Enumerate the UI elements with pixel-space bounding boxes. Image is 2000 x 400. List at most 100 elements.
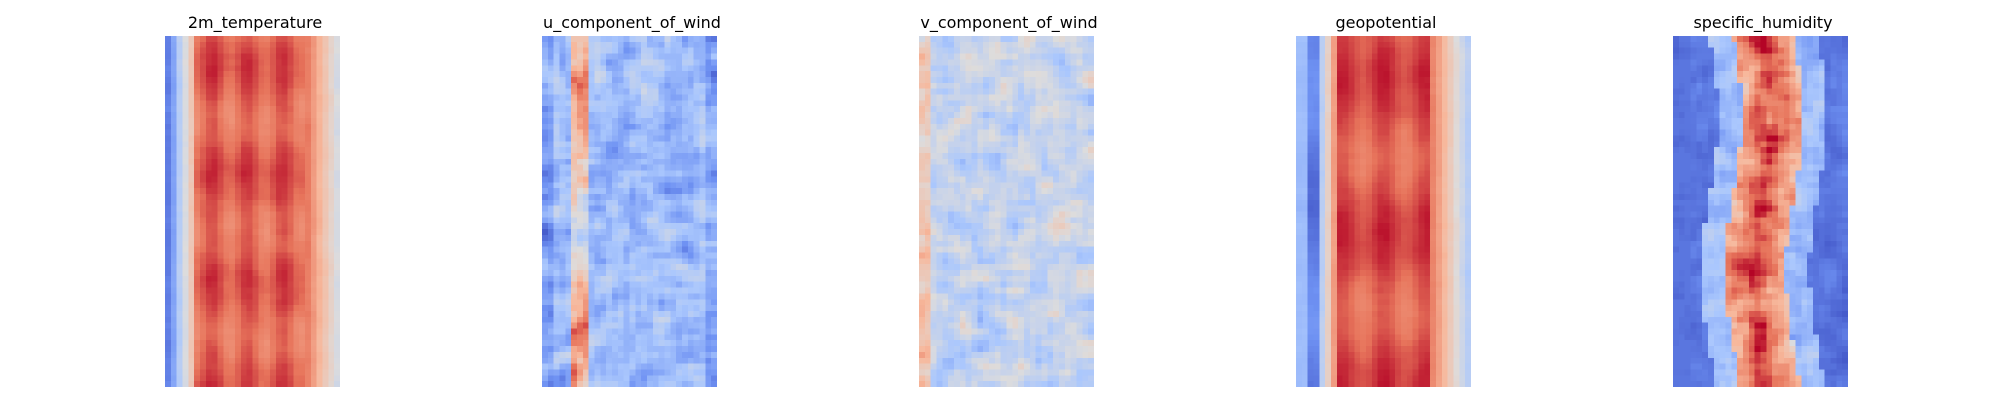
heatmap-cell: [652, 59, 659, 66]
heatmap-cell: [942, 164, 949, 171]
heatmap-cell: [252, 94, 259, 101]
heatmap-cell: [623, 47, 630, 54]
heatmap-cell: [1024, 170, 1030, 177]
heatmap-cell: [217, 94, 224, 101]
heatmap-cell: [188, 182, 195, 189]
heatmap-cell: [994, 141, 1001, 148]
heatmap-cell: [1082, 281, 1089, 288]
heatmap-cell: [188, 47, 195, 54]
heatmap-cell: [942, 100, 949, 107]
heatmap-cell: [200, 287, 206, 294]
heatmap-cell: [565, 71, 572, 78]
heatmap-cell: [629, 153, 636, 159]
heatmap-cell: [705, 287, 712, 294]
heatmap-cell: [1024, 234, 1030, 241]
heatmap-cell: [942, 270, 949, 276]
heatmap-cell: [652, 41, 659, 48]
heatmap-cell: [1029, 240, 1036, 247]
heatmap-cell: [194, 41, 201, 48]
heatmap-cell: [1064, 182, 1071, 189]
heatmap-cell: [229, 117, 236, 124]
heatmap-cell: [281, 158, 288, 165]
heatmap-cell: [1018, 158, 1025, 165]
heatmap-cell: [275, 357, 282, 364]
heatmap-cell: [676, 205, 683, 212]
heatmap-cell: [165, 117, 171, 124]
heatmap-cell: [188, 106, 195, 113]
heatmap-cell: [240, 199, 247, 206]
heatmap-cell: [299, 270, 306, 276]
heatmap-cell: [252, 287, 259, 294]
heatmap-cell: [252, 36, 259, 42]
heatmap-cell: [334, 351, 340, 358]
heatmap-cell: [983, 217, 990, 224]
heatmap-cell: [252, 375, 259, 382]
heatmap-cell: [711, 293, 717, 300]
heatmap-cell: [582, 82, 589, 89]
heatmap-cell: [258, 82, 265, 89]
heatmap-cell: [293, 299, 300, 306]
heatmap-cell: [240, 193, 247, 200]
heatmap-cell: [652, 117, 659, 124]
heatmap-cell: [623, 299, 630, 306]
heatmap-cell: [687, 153, 694, 159]
heatmap-cell: [235, 164, 241, 171]
heatmap-cell: [942, 158, 949, 165]
heatmap-cell: [1006, 82, 1013, 89]
heatmap-cell: [670, 375, 677, 382]
heatmap-cell: [316, 381, 323, 387]
heatmap-cell: [205, 351, 212, 358]
heatmap-cell: [705, 299, 712, 306]
heatmap-cell: [617, 234, 624, 241]
heatmap-cell: [606, 147, 613, 154]
heatmap-cell: [334, 188, 340, 195]
heatmap-cell: [936, 88, 943, 95]
heatmap-cell: [542, 170, 548, 177]
heatmap-cell: [165, 65, 171, 72]
heatmap-cell: [1070, 71, 1077, 78]
heatmap-cell: [652, 305, 659, 312]
heatmap-cell: [705, 82, 712, 89]
heatmap-cell: [641, 375, 648, 382]
heatmap-cell: [936, 112, 943, 119]
heatmap-cell: [617, 287, 624, 294]
heatmap-cell: [188, 234, 195, 241]
heatmap-cell: [240, 252, 247, 259]
heatmap-cell: [612, 351, 618, 358]
heatmap-cell: [1076, 264, 1083, 271]
heatmap-cell: [1088, 246, 1094, 253]
heatmap-cell: [542, 193, 548, 200]
heatmap-cell: [606, 117, 613, 124]
heatmap-cell: [612, 310, 618, 317]
heatmap-cell: [235, 270, 241, 276]
heatmap-cell: [246, 246, 253, 253]
heatmap-cell: [316, 240, 323, 247]
heatmap-cell: [676, 170, 683, 177]
heatmap-cell: [711, 170, 717, 177]
heatmap-cell: [600, 340, 607, 347]
heatmap-cell: [1070, 147, 1077, 154]
heatmap-cell: [635, 65, 642, 72]
heatmap-cell: [948, 270, 955, 276]
heatmap-cell: [676, 117, 683, 124]
heatmap-cell: [287, 36, 294, 42]
heatmap-cell: [223, 351, 230, 358]
heatmap-cell: [1070, 82, 1077, 89]
heatmap-cell: [699, 252, 706, 259]
heatmap-cell: [635, 153, 642, 159]
heatmap-cell: [547, 258, 554, 265]
heatmap-cell: [687, 41, 694, 48]
heatmap-cell: [711, 135, 717, 142]
heatmap-cell: [670, 71, 677, 78]
heatmap-cell: [676, 41, 683, 48]
heatmap-cell: [328, 316, 335, 323]
heatmap-cell: [211, 106, 218, 113]
heatmap-cell: [588, 117, 595, 124]
heatmap-cell: [588, 106, 595, 113]
heatmap-cell: [577, 240, 583, 247]
heatmap-cell: [235, 117, 241, 124]
heatmap-cell: [588, 65, 595, 72]
heatmap-cell: [693, 287, 700, 294]
heatmap-cell: [200, 94, 206, 101]
heatmap-cell: [553, 106, 560, 113]
